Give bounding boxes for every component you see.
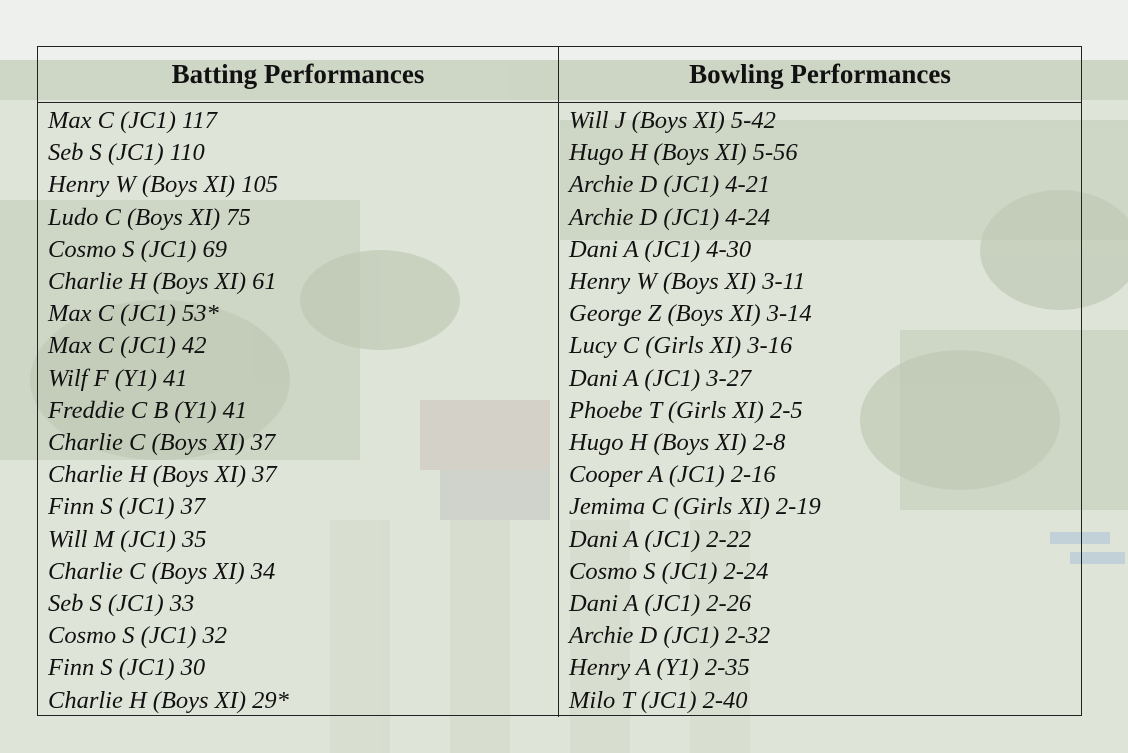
batting-entry: Max C (JC1) 42 bbox=[48, 332, 207, 360]
batting-entry: Finn S (JC1) 30 bbox=[48, 654, 206, 682]
bowling-entry: Henry A (Y1) 2-35 bbox=[569, 654, 750, 682]
bowling-entry: Cosmo S (JC1) 2-24 bbox=[569, 557, 769, 585]
bowling-entry: Will J (Boys XI) 5-42 bbox=[569, 107, 776, 134]
bowling-entry: Archie D (JC1) 2-32 bbox=[569, 622, 771, 650]
batting-entry: Wilf F (Y1) 41 bbox=[48, 364, 188, 392]
batting-entry: Charlie C (Boys XI) 34 bbox=[48, 557, 276, 585]
batting-entry: Seb S (JC1) 110 bbox=[48, 139, 205, 167]
bowling-entry: Henry W (Boys XI) 3-11 bbox=[569, 268, 806, 296]
bowling-entry: Lucy C (Girls XI) 3-16 bbox=[569, 332, 793, 360]
bowling-entry: Hugo H (Boys XI) 2-8 bbox=[569, 429, 786, 457]
bowling-entry: Dani A (JC1) 2-22 bbox=[569, 525, 752, 553]
batting-entry: Freddie C B (Y1) 41 bbox=[48, 396, 248, 424]
batting-column: Max C (JC1) 117 Seb S (JC1) 110 Henry W … bbox=[38, 103, 559, 717]
batting-entry: Henry W (Boys XI) 105 bbox=[48, 171, 278, 199]
bowling-entry: Dani A (JC1) 2-26 bbox=[569, 590, 752, 618]
bowling-entry: Archie D (JC1) 4-21 bbox=[569, 171, 771, 199]
batting-entry: Charlie H (Boys XI) 29* bbox=[48, 686, 289, 714]
batting-entry: Max C (JC1) 53* bbox=[48, 300, 219, 328]
batting-entry: Will M (JC1) 35 bbox=[48, 525, 207, 553]
bowling-header: Bowling Performances bbox=[559, 47, 1081, 103]
batting-entry: Cosmo S (JC1) 69 bbox=[48, 235, 227, 263]
batting-entry: Charlie H (Boys XI) 61 bbox=[48, 268, 277, 296]
bowling-entry: Cooper A (JC1) 2-16 bbox=[569, 461, 776, 489]
batting-entry: Cosmo S (JC1) 32 bbox=[48, 622, 227, 650]
bowling-column: Will J (Boys XI) 5-42 Hugo H (Boys XI) 5… bbox=[559, 103, 1081, 717]
bowling-entry: Hugo H (Boys XI) 5-56 bbox=[569, 139, 798, 167]
bowling-entry: George Z (Boys XI) 3-14 bbox=[569, 300, 812, 328]
batting-header: Batting Performances bbox=[38, 47, 559, 103]
bowling-entry: Phoebe T (Girls XI) 2-5 bbox=[569, 396, 803, 424]
bowling-entry: Milo T (JC1) 2-40 bbox=[569, 686, 748, 714]
batting-entry: Finn S (JC1) 37 bbox=[48, 493, 206, 521]
batting-entry: Charlie H (Boys XI) 37 bbox=[48, 461, 277, 489]
batting-entry: Ludo C (Boys XI) 75 bbox=[48, 203, 251, 231]
bowling-entry: Archie D (JC1) 4-24 bbox=[569, 203, 771, 231]
batting-entry: Seb S (JC1) 33 bbox=[48, 590, 195, 618]
bowling-entry: Dani A (JC1) 3-27 bbox=[569, 364, 752, 392]
bowling-entry: Jemima C (Girls XI) 2-19 bbox=[569, 493, 821, 521]
batting-entry: Charlie C (Boys XI) 37 bbox=[48, 429, 276, 457]
bowling-entry: Dani A (JC1) 4-30 bbox=[569, 235, 752, 263]
performances-table: Batting Performances Bowling Performance… bbox=[37, 46, 1082, 717]
batting-entry: Max C (JC1) 117 bbox=[48, 107, 217, 134]
